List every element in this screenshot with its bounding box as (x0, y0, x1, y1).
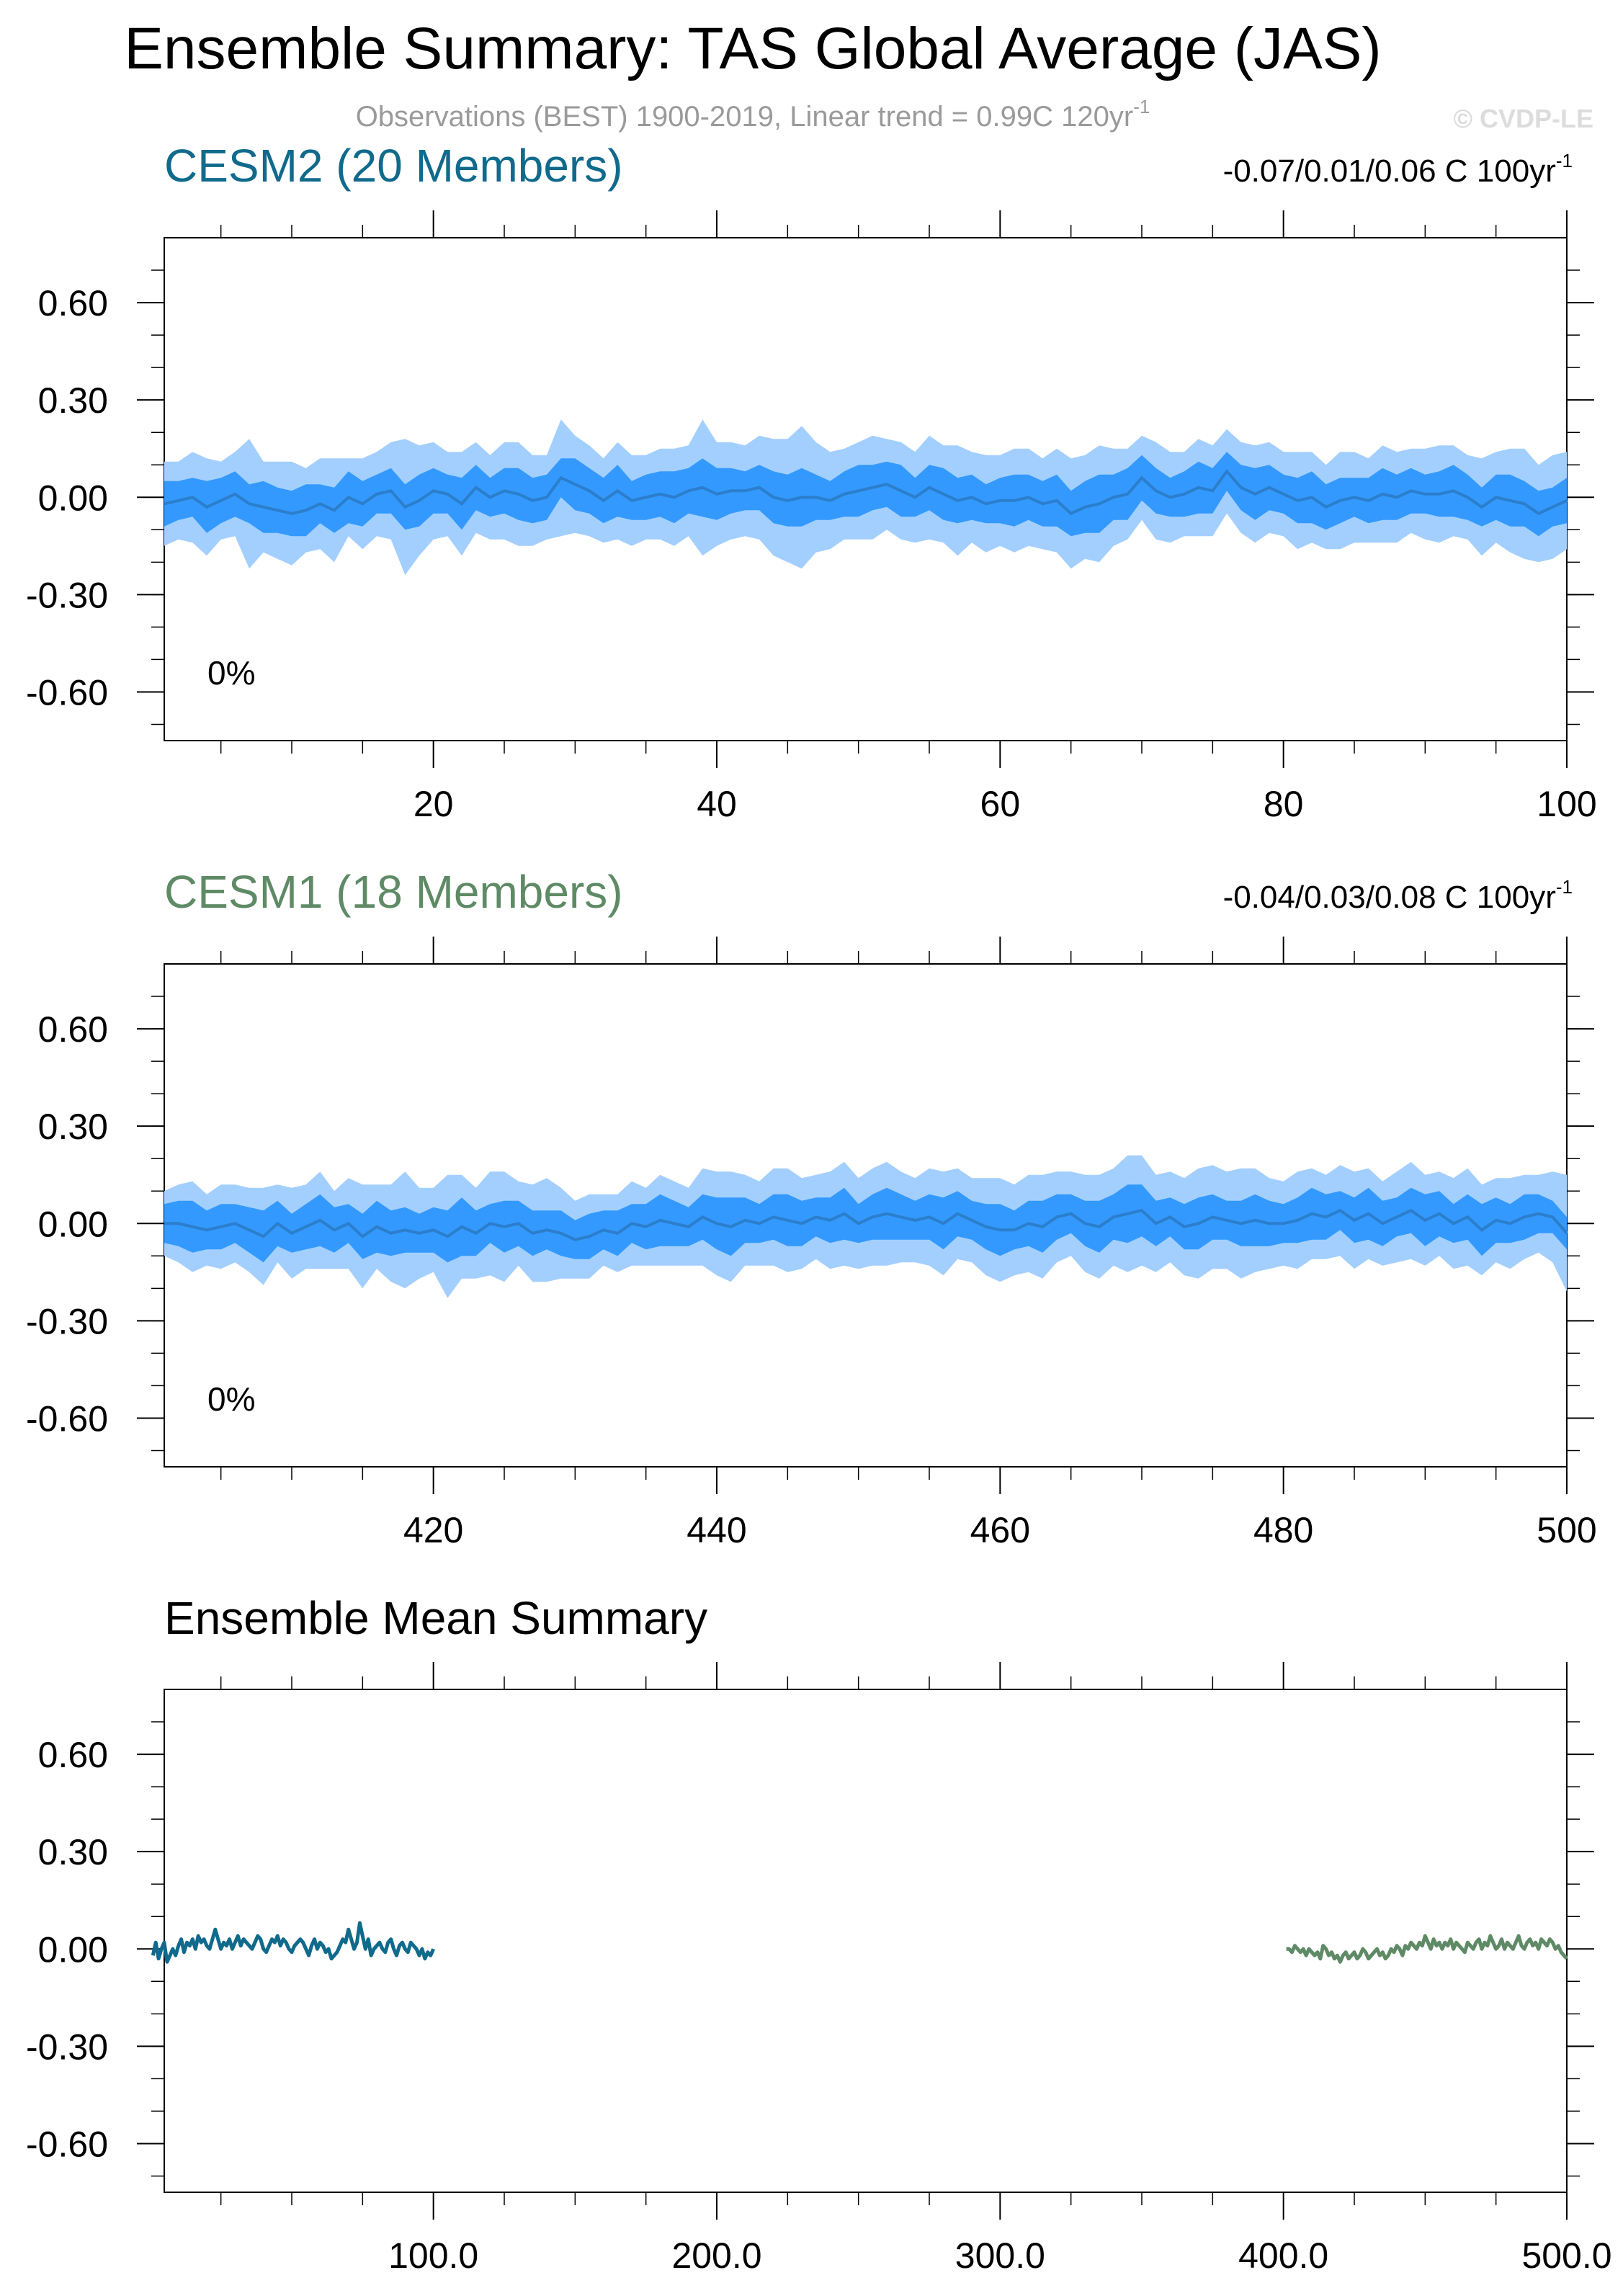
x-tick-label: 480 (1253, 1510, 1313, 1550)
y-tick-label: 0.60 (38, 283, 108, 323)
panel-title: CESM1 (18 Members) (164, 866, 623, 918)
ensemble-mean-line (164, 468, 1568, 516)
panels: CESM2 (20 Members) -0.07/0.01/0.06 C 100y… (26, 140, 1612, 2276)
x-tick-label: 80 (1264, 784, 1304, 824)
x-tick-label: 100 (1537, 784, 1596, 824)
subtitle-superscript: -1 (1133, 96, 1150, 117)
plot-frame (164, 1689, 1568, 2193)
ensemble-mean-series-2 (1286, 1934, 1568, 1964)
trend-superscript: -1 (1556, 150, 1573, 171)
y-tick-label: -0.60 (26, 2124, 108, 2164)
trend-superscript: -1 (1556, 876, 1573, 898)
figure-title: Ensemble Summary: TAS Global Average (JA… (124, 16, 1382, 81)
x-tick-label: 300.0 (955, 2235, 1045, 2276)
trend-label: -0.07/0.01/0.06 C 100yr-1 (1223, 150, 1573, 189)
x-tick-label: 420 (403, 1510, 463, 1550)
figure-subtitle: Observations (BEST) 1900-2019, Linear tr… (356, 96, 1150, 133)
ensemble-mean-series-1 (151, 1921, 435, 1964)
x-tick-label: 60 (980, 784, 1021, 824)
trend-label: -0.04/0.03/0.08 C 100yr-1 (1223, 876, 1573, 915)
y-tick-label: 0.60 (38, 1735, 108, 1775)
x-tick-label: 100.0 (388, 2235, 478, 2276)
y-tick-label: 0.00 (38, 478, 108, 518)
y-tick-label: 0.00 (38, 1929, 108, 1970)
credit-label: © CVDP-LE (1453, 104, 1593, 133)
panel-title: CESM2 (20 Members) (164, 140, 623, 192)
percent-label: 0% (207, 1380, 255, 1418)
y-tick-label: 0.60 (38, 1009, 108, 1050)
x-tick-label: 400.0 (1238, 2235, 1328, 2276)
panel-1: CESM2 (20 Members) -0.07/0.01/0.06 C 100y… (26, 140, 1597, 824)
inner-spread-band (164, 1184, 1567, 1263)
x-tick-label: 500.0 (1521, 2235, 1611, 2276)
y-tick-label: 0.00 (38, 1204, 108, 1244)
y-tick-label: 0.30 (38, 380, 108, 421)
ensemble-mean-line (164, 1208, 1568, 1241)
x-tick-label: 40 (697, 784, 737, 824)
x-tick-label: 440 (687, 1510, 746, 1550)
y-tick-label: -0.60 (26, 672, 108, 713)
x-tick-label: 200.0 (671, 2235, 761, 2276)
x-tick-label: 500 (1537, 1510, 1596, 1550)
panel-title: Ensemble Mean Summary (164, 1592, 707, 1644)
trend-text: -0.07/0.01/0.06 C 100yr (1223, 153, 1556, 189)
y-tick-label: -0.30 (26, 575, 108, 615)
y-tick-label: 0.30 (38, 1832, 108, 1872)
y-tick-label: 0.30 (38, 1107, 108, 1147)
y-tick-label: -0.30 (26, 1301, 108, 1341)
inner-spread-band (164, 452, 1567, 537)
subtitle-text: Observations (BEST) 1900-2019, Linear tr… (356, 101, 1134, 133)
panel-2: CESM1 (18 Members) -0.04/0.03/0.08 C 100y… (26, 866, 1597, 1550)
trend-text: -0.04/0.03/0.08 C 100yr (1223, 880, 1556, 915)
y-tick-label: -0.30 (26, 2027, 108, 2067)
panel-3: Ensemble Mean Summary 0.60 0.30 0.00 -0.30 -0… (26, 1592, 1612, 2276)
y-tick-label: -0.60 (26, 1398, 108, 1439)
x-tick-label: 460 (970, 1510, 1030, 1550)
x-tick-label: 20 (413, 784, 454, 824)
percent-label: 0% (207, 654, 255, 692)
